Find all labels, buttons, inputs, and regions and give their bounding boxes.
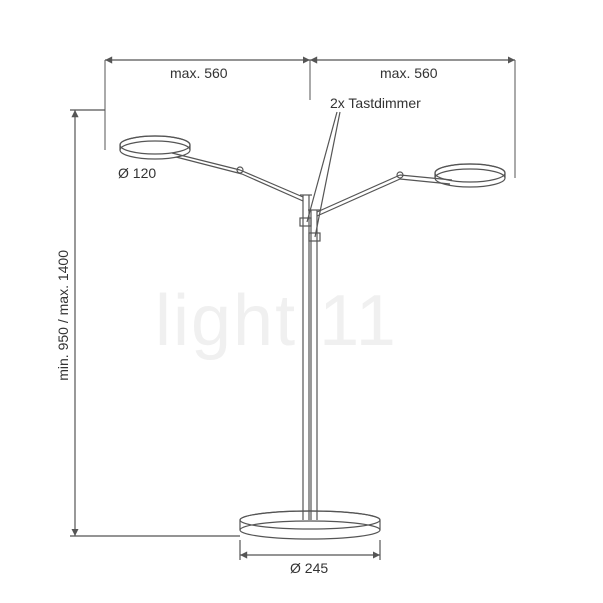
right-head [435, 169, 505, 187]
left-head [120, 141, 190, 159]
label-base-diameter: Ø 245 [290, 560, 328, 576]
label-head-diameter: Ø 120 [118, 165, 156, 181]
lamp-drawing [0, 0, 603, 603]
label-dimmer: 2x Tastdimmer [330, 95, 421, 111]
diagram-canvas: light 11 [0, 0, 603, 603]
label-arm-right: max. 560 [380, 65, 438, 81]
label-height: min. 950 / max. 1400 [55, 250, 71, 381]
base-ellipse [240, 521, 380, 539]
label-arm-left: max. 560 [170, 65, 228, 81]
